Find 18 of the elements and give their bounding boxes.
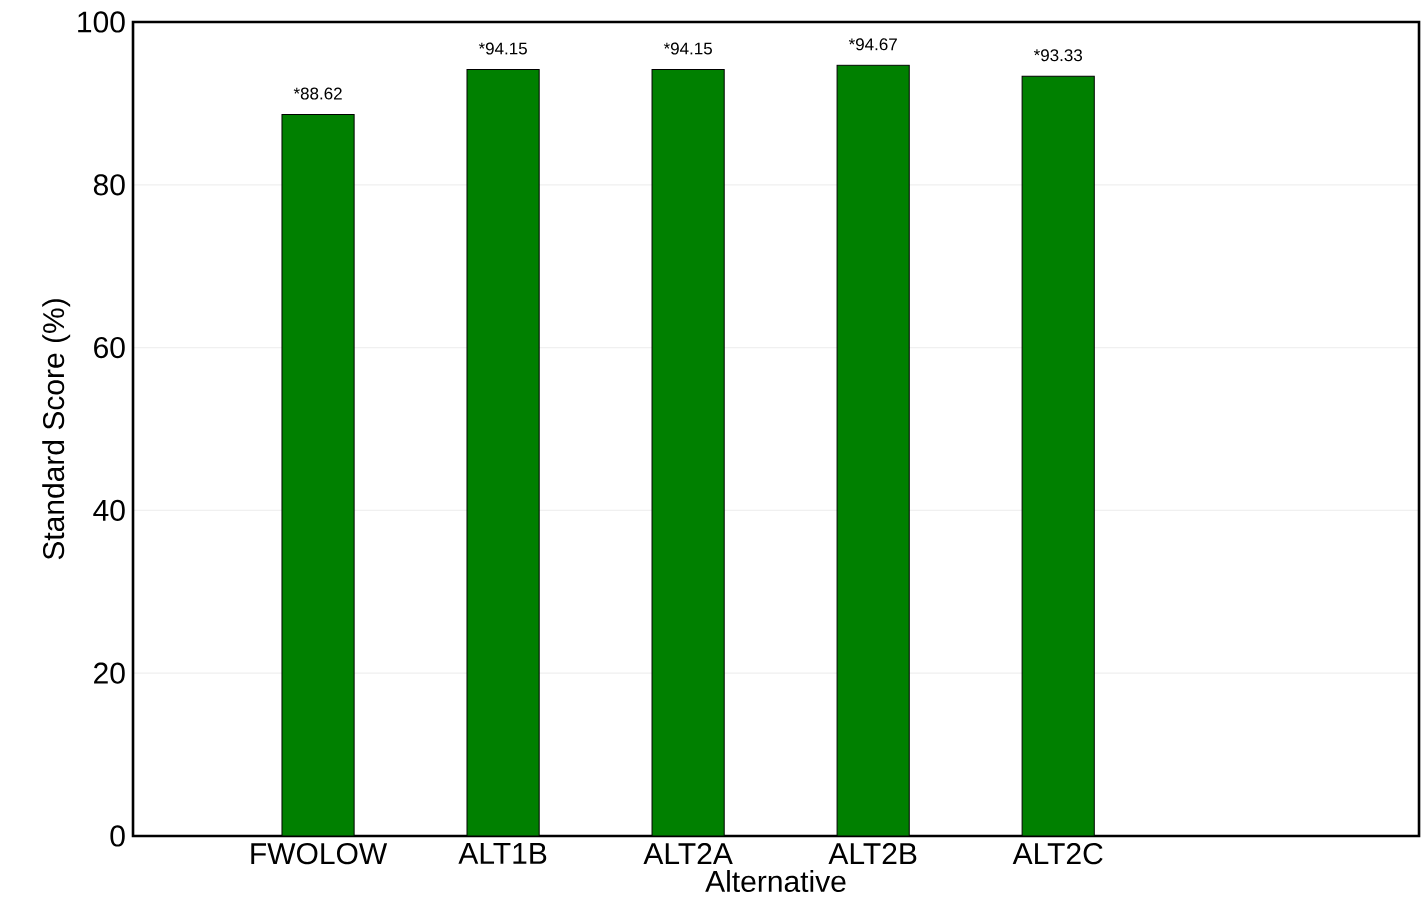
y-tick-label: 100 [78, 11, 125, 33]
y-tick-label: 60 [94, 336, 125, 359]
data-label: *94.67 [848, 38, 897, 51]
x-tick-label: ALT2A [643, 843, 733, 864]
x-tick-label: ALT2B [828, 843, 917, 864]
data-label: *93.33 [1033, 49, 1083, 62]
x-axis-title: Alternative [705, 870, 846, 893]
y-tick-label: 40 [93, 499, 125, 521]
data-label: *94.15 [478, 42, 527, 55]
y-axis-title: Standard Score (%) [42, 299, 71, 560]
data-label: *88.62 [293, 87, 342, 100]
x-tick-label: FWOLOW [251, 843, 388, 865]
y-tick-label: 80 [93, 174, 125, 196]
y-tick-label: 20 [94, 662, 125, 684]
data-label: *94.15 [663, 42, 712, 55]
x-tick-label: ALT2C [1012, 843, 1103, 865]
x-tick-label: ALT1B [458, 843, 547, 864]
y-tick-label: 0 [110, 825, 125, 847]
